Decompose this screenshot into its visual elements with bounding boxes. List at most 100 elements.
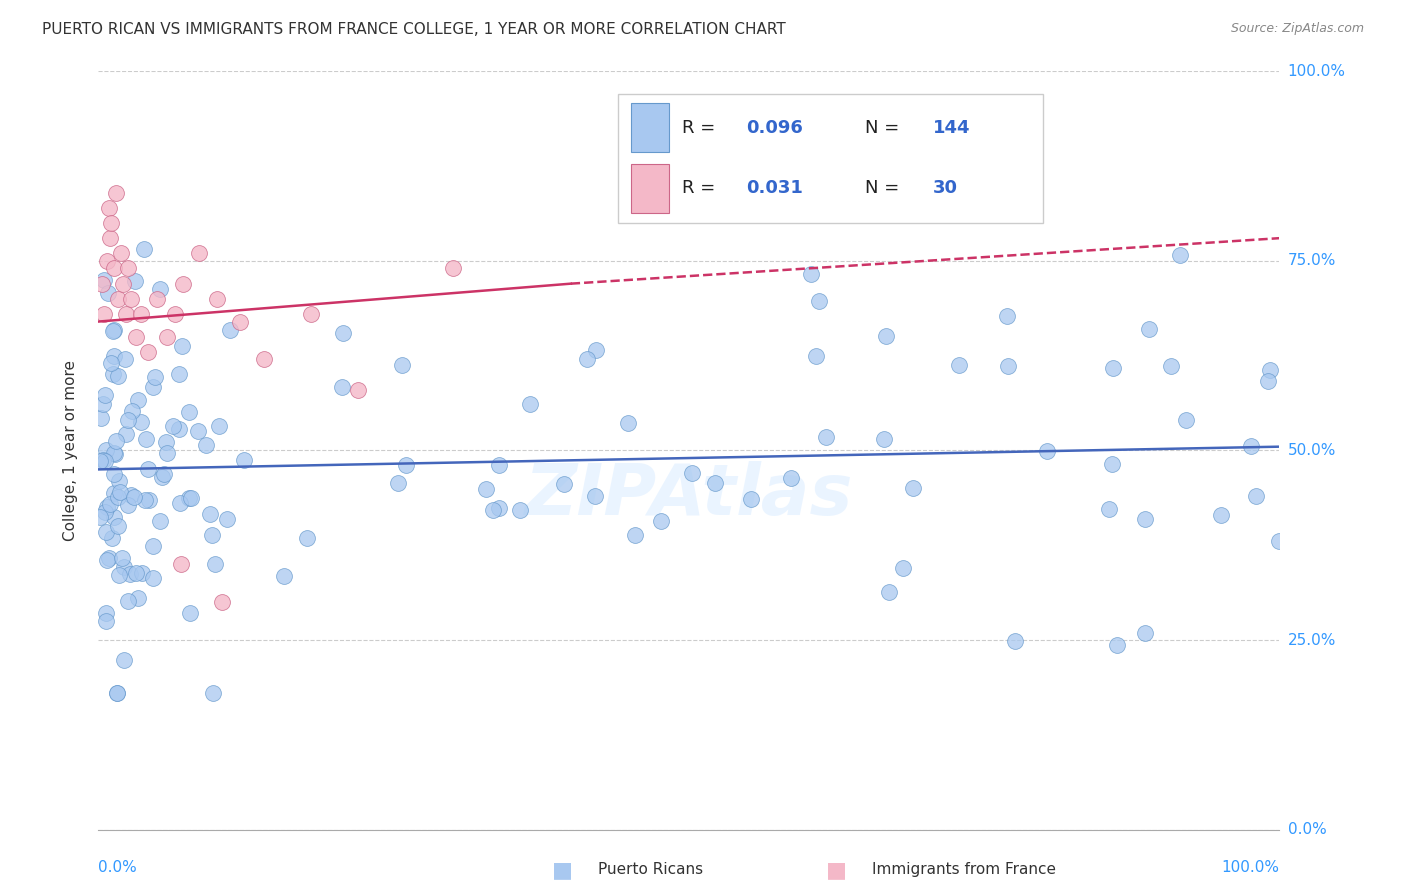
Point: [125, 566, 148, 581]
Point: [165, 307, 187, 321]
Point: [229, 315, 252, 329]
Point: [167, 422, 190, 436]
Point: [117, 261, 139, 276]
Point: [575, 351, 598, 366]
Point: [98, 201, 121, 215]
Point: [233, 453, 256, 467]
Point: [208, 419, 231, 434]
Point: [149, 282, 172, 296]
Point: [100, 216, 122, 230]
Point: [97, 551, 120, 566]
Point: [200, 507, 222, 521]
Point: [94, 524, 117, 539]
Point: [105, 686, 128, 700]
Point: [205, 292, 228, 306]
Point: [89, 454, 111, 468]
Point: [295, 531, 318, 545]
Point: [1257, 374, 1279, 388]
Point: [332, 326, 354, 341]
Point: [96, 253, 118, 268]
Point: [112, 277, 135, 291]
Point: [91, 397, 114, 411]
Point: [553, 477, 575, 491]
Point: [187, 246, 209, 260]
Point: [94, 505, 117, 519]
Point: [177, 491, 200, 505]
Point: [120, 488, 142, 502]
Point: [1101, 457, 1123, 471]
Point: [91, 453, 114, 467]
Point: [124, 490, 146, 504]
Point: [108, 474, 131, 488]
Point: [91, 277, 114, 291]
Point: [218, 323, 240, 337]
Point: [804, 349, 827, 363]
Point: [187, 424, 209, 438]
Point: [105, 186, 128, 200]
Point: [179, 405, 201, 419]
Point: [347, 383, 370, 397]
Point: [519, 397, 541, 411]
Point: [96, 442, 118, 457]
Point: [482, 503, 505, 517]
Point: [180, 491, 202, 505]
Text: Immigrants from France: Immigrants from France: [872, 863, 1056, 877]
Point: [201, 528, 224, 542]
Point: [110, 246, 132, 260]
Point: [1098, 501, 1121, 516]
Point: [120, 566, 142, 581]
Point: [167, 367, 190, 381]
Point: [104, 447, 127, 461]
Point: [94, 607, 117, 621]
Point: [101, 324, 124, 338]
Point: [117, 413, 139, 427]
Point: [96, 553, 118, 567]
Point: [143, 370, 166, 384]
Point: [117, 593, 139, 607]
Point: [1160, 359, 1182, 373]
Point: [299, 307, 322, 321]
Point: [101, 531, 124, 545]
Point: [142, 380, 165, 394]
Point: [875, 329, 897, 343]
Point: [391, 359, 413, 373]
Point: [100, 497, 122, 511]
Point: [115, 426, 138, 441]
Point: [1004, 634, 1026, 648]
Point: [103, 485, 125, 500]
Text: PUERTO RICAN VS IMMIGRANTS FROM FRANCE COLLEGE, 1 YEAR OR MORE CORRELATION CHART: PUERTO RICAN VS IMMIGRANTS FROM FRANCE C…: [42, 22, 786, 37]
Text: 75.0%: 75.0%: [1288, 253, 1336, 268]
Point: [800, 267, 823, 281]
Point: [650, 515, 672, 529]
Point: [94, 454, 117, 468]
Text: Source: ZipAtlas.com: Source: ZipAtlas.com: [1230, 22, 1364, 36]
Point: [107, 519, 129, 533]
Y-axis label: College, 1 year or more: College, 1 year or more: [63, 360, 77, 541]
Point: [103, 510, 125, 524]
Point: [703, 475, 725, 490]
Point: [1240, 439, 1263, 453]
Point: [997, 359, 1019, 373]
Point: [155, 435, 177, 450]
Point: [136, 344, 159, 359]
Text: ZIPAtlas: ZIPAtlas: [524, 461, 853, 531]
Point: [111, 551, 134, 566]
Point: [152, 469, 174, 483]
Point: [509, 502, 531, 516]
Point: [108, 568, 131, 582]
Point: [135, 433, 157, 447]
Point: [114, 307, 136, 321]
Point: [395, 458, 418, 472]
Point: [169, 496, 191, 510]
Point: [1107, 638, 1129, 652]
Point: [93, 307, 115, 321]
Point: [475, 482, 498, 496]
Point: [779, 471, 801, 485]
Point: [142, 570, 165, 584]
Point: [90, 410, 112, 425]
Point: [103, 323, 125, 337]
Point: [103, 368, 125, 382]
Point: [330, 380, 353, 394]
Point: [172, 339, 194, 353]
Point: [1267, 533, 1289, 548]
